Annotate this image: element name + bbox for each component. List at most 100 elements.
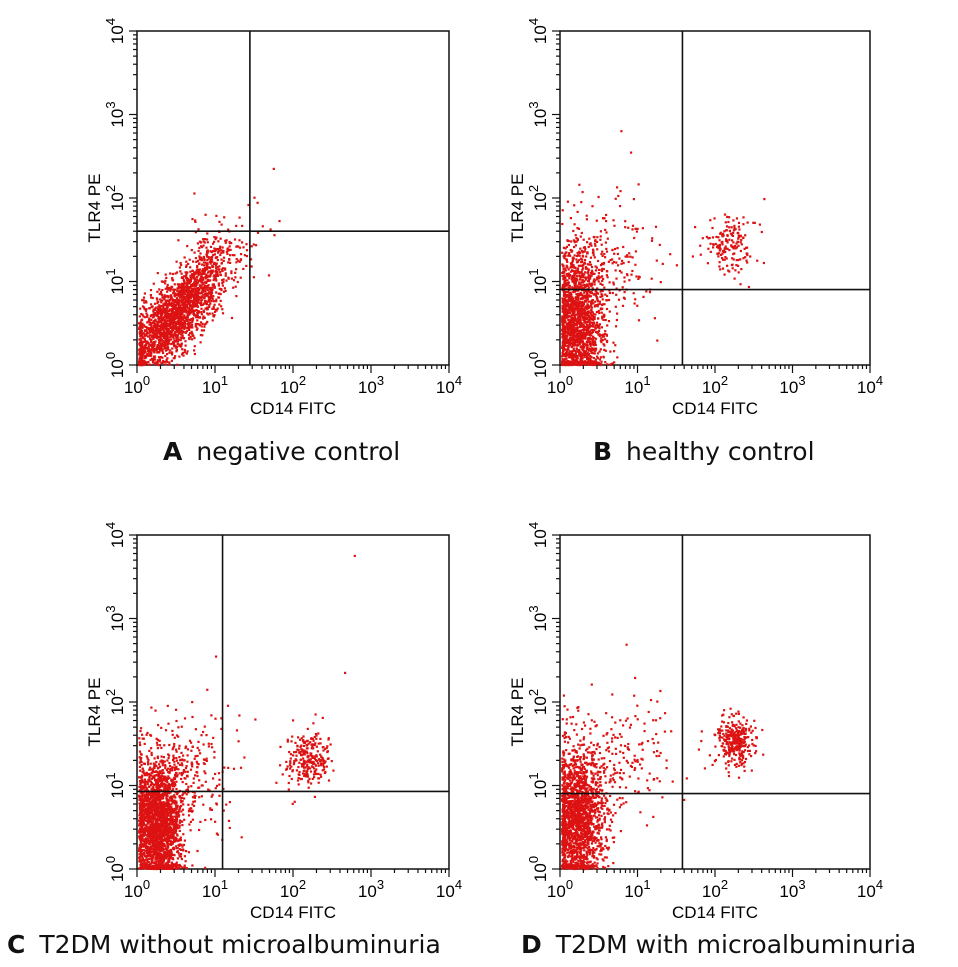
event-dot: [139, 324, 142, 327]
event-dot: [599, 356, 602, 359]
event-dot: [171, 351, 174, 354]
event-dot: [161, 348, 164, 351]
event-dot: [141, 349, 144, 352]
event-dot: [588, 333, 592, 336]
event-dot: [613, 252, 616, 255]
event-dot: [564, 316, 567, 319]
event-dot: [600, 311, 603, 314]
event-dot: [206, 276, 209, 279]
event-dot: [172, 292, 175, 295]
event-dot: [563, 257, 566, 260]
event-dot: [563, 277, 566, 280]
event-dot: [148, 307, 151, 310]
event-dot: [215, 264, 218, 267]
event-dot: [173, 327, 176, 330]
event-dot: [654, 225, 658, 228]
event-dot: [588, 243, 591, 246]
event-dot: [601, 295, 604, 298]
event-dot: [168, 324, 172, 327]
event-dot: [179, 307, 182, 311]
event-dot: [594, 313, 597, 316]
event-dot: [141, 797, 144, 800]
event-dot: [164, 346, 167, 350]
event-dot: [181, 287, 184, 290]
event-dot: [561, 363, 564, 367]
event-dot: [167, 330, 170, 334]
event-dot: [589, 263, 593, 266]
event-dot: [165, 332, 168, 335]
event-dot: [568, 285, 571, 288]
event-dot: [144, 344, 147, 347]
event-dot: [146, 321, 149, 324]
event-dot: [140, 354, 143, 357]
event-dot: [162, 303, 165, 306]
event-dot: [586, 307, 589, 310]
event-dot: [204, 261, 207, 264]
event-dot: [712, 243, 715, 246]
event-dot: [632, 198, 635, 201]
event-dot: [150, 343, 153, 346]
event-dot: [571, 269, 575, 273]
event-dot: [721, 252, 724, 255]
event-dot: [567, 281, 570, 284]
event-dot: [563, 271, 566, 274]
event-dot: [177, 285, 180, 288]
event-dot: [576, 210, 579, 213]
event-dot: [152, 329, 155, 332]
event-dot: [569, 303, 573, 307]
event-dot: [576, 307, 579, 310]
event-dot: [209, 272, 212, 275]
event-dot: [159, 347, 162, 350]
event-dot: [182, 282, 185, 285]
event-dot: [211, 250, 215, 253]
y-axis-label: TLR4 PE: [85, 174, 104, 243]
event-dot: [737, 221, 741, 224]
event-dot: [742, 236, 745, 240]
event-dot: [150, 339, 153, 342]
event-dot: [563, 267, 567, 270]
event-dot: [236, 280, 239, 284]
event-dot: [186, 318, 189, 321]
event-dot: [180, 276, 183, 279]
event-dot: [642, 295, 645, 298]
event-dot: [613, 350, 616, 353]
event-dot: [564, 352, 567, 355]
event-dot: [728, 238, 731, 241]
event-dot: [190, 310, 193, 313]
event-dot: [569, 291, 572, 294]
event-dot: [586, 333, 589, 336]
event-dot: [570, 309, 573, 313]
event-dot: [191, 308, 194, 311]
event-dot: [175, 810, 178, 813]
x-tick-label: 104: [436, 373, 462, 397]
event-dot: [159, 344, 162, 347]
event-dot: [193, 275, 196, 278]
event-dot: [222, 251, 225, 254]
event-dot: [200, 292, 203, 295]
event-dot: [232, 279, 236, 282]
event-dot: [641, 227, 644, 230]
event-dot: [570, 320, 573, 323]
event-dot: [207, 256, 210, 259]
event-dot: [213, 285, 216, 288]
event-dot: [612, 283, 615, 286]
event-dot: [216, 273, 219, 276]
event-dot: [214, 269, 217, 272]
event-dot: [570, 345, 573, 349]
event-dot: [165, 336, 168, 339]
event-dot: [196, 288, 199, 291]
event-dot: [160, 292, 163, 295]
event-dot: [604, 228, 607, 231]
event-dot: [180, 314, 183, 317]
event-dot: [587, 300, 590, 303]
event-dot: [206, 259, 209, 262]
event-dot: [140, 353, 143, 356]
event-dot: [208, 270, 211, 273]
event-dot: [578, 278, 582, 281]
event-dot: [245, 243, 248, 246]
event-dot: [198, 256, 201, 259]
event-dot: [605, 274, 608, 277]
x-tick-label: 101: [624, 373, 650, 397]
event-dot: [568, 291, 571, 294]
event-dot: [140, 325, 143, 328]
